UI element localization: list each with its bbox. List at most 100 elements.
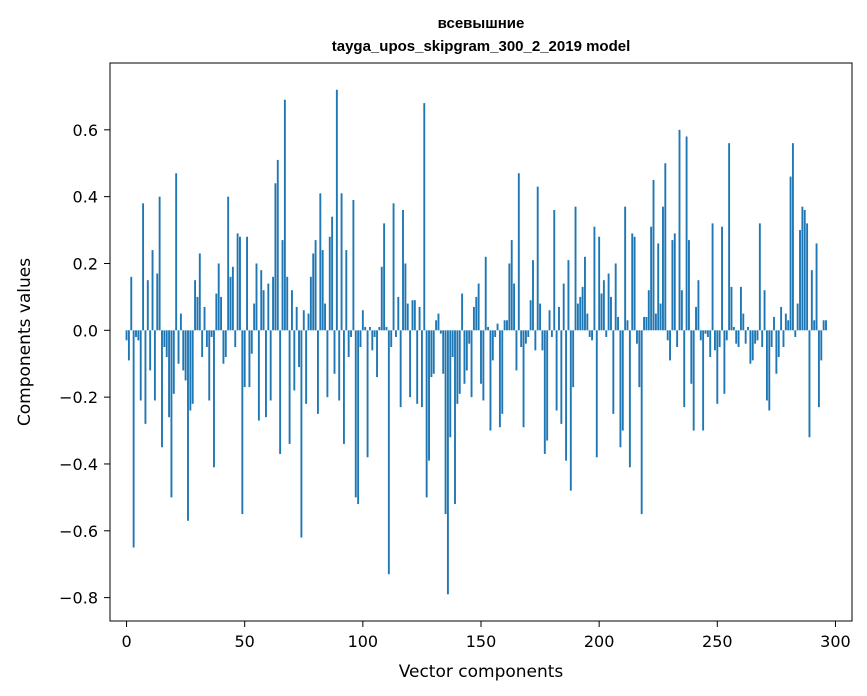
- bar: [470, 330, 473, 398]
- bar: [799, 230, 801, 331]
- bar: [338, 330, 341, 401]
- bar: [803, 210, 806, 331]
- bar: [602, 280, 605, 331]
- bar: [560, 330, 563, 424]
- x-tick-label: 250: [702, 632, 733, 651]
- bar: [413, 300, 416, 331]
- bar: [135, 330, 137, 337]
- bar: [343, 330, 345, 444]
- bar: [810, 270, 813, 331]
- bar: [406, 303, 409, 331]
- bar: [291, 290, 293, 331]
- bar: [350, 330, 352, 337]
- bar: [482, 330, 485, 401]
- bar: [246, 236, 248, 331]
- bar: [825, 320, 827, 331]
- bar: [309, 276, 312, 331]
- bar: [636, 330, 638, 344]
- bar: [624, 206, 627, 331]
- bar: [801, 206, 804, 331]
- bar: [662, 206, 664, 331]
- bar: [806, 223, 809, 331]
- bar: [586, 313, 589, 331]
- bar: [789, 176, 792, 331]
- bar: [588, 330, 591, 337]
- bar: [685, 136, 688, 331]
- bar: [638, 330, 641, 388]
- bar: [139, 330, 142, 401]
- bar: [536, 186, 539, 331]
- bar: [808, 330, 811, 438]
- bar: [475, 296, 478, 331]
- bar: [432, 330, 435, 374]
- bar: [643, 316, 645, 331]
- bar: [607, 273, 610, 331]
- bar: [345, 250, 348, 331]
- bar: [714, 330, 716, 351]
- bar: [224, 330, 227, 358]
- bar: [399, 330, 402, 408]
- bar: [213, 330, 215, 468]
- bar: [747, 326, 749, 331]
- bar: [506, 320, 508, 331]
- bar: [409, 330, 412, 398]
- bar: [529, 300, 532, 331]
- bar: [595, 330, 598, 458]
- bar: [151, 250, 154, 331]
- bar: [610, 296, 612, 331]
- bar: [463, 330, 466, 384]
- bar: [328, 236, 331, 331]
- bar: [761, 330, 764, 348]
- bar: [168, 330, 171, 418]
- bar: [163, 330, 166, 348]
- bar: [716, 330, 719, 404]
- bar: [742, 313, 745, 331]
- bar: [650, 226, 653, 331]
- bar: [768, 330, 771, 411]
- bar: [617, 316, 619, 331]
- bar: [172, 330, 175, 394]
- bar: [468, 330, 471, 344]
- bar: [130, 276, 133, 331]
- bar: [179, 313, 182, 331]
- bar: [439, 330, 442, 334]
- bar: [442, 330, 445, 374]
- bar: [480, 330, 482, 384]
- y-tick-label: −0.4: [59, 455, 98, 474]
- bar: [125, 330, 128, 341]
- bar: [354, 330, 357, 498]
- y-tick-label: −0.8: [59, 589, 98, 608]
- bar: [272, 276, 274, 331]
- bar: [666, 330, 669, 341]
- bar: [222, 330, 225, 364]
- bar: [234, 330, 237, 348]
- bar: [820, 330, 823, 361]
- x-tick-label: 300: [820, 632, 851, 651]
- bar: [815, 243, 818, 331]
- bar: [231, 266, 234, 331]
- bar: [484, 256, 487, 331]
- bar: [288, 330, 291, 444]
- bar: [156, 273, 159, 331]
- bar: [194, 280, 197, 331]
- bar: [402, 210, 404, 331]
- bar: [680, 290, 683, 331]
- bar: [279, 330, 282, 454]
- bar: [744, 330, 747, 344]
- bar: [758, 223, 761, 331]
- bar: [676, 330, 679, 348]
- bar: [534, 330, 537, 351]
- bar: [314, 240, 317, 331]
- bar: [142, 203, 145, 331]
- bar: [777, 330, 780, 358]
- bar: [721, 226, 723, 331]
- x-tick-label: 100: [348, 632, 379, 651]
- bar: [300, 330, 303, 538]
- y-axis-ticks: −0.8 −0.6 −0.4 −0.2 0.0 0.2 0.4 0.6: [59, 121, 110, 608]
- bar: [688, 240, 690, 331]
- bar: [558, 306, 560, 331]
- bar: [631, 233, 634, 331]
- bar: [527, 330, 530, 337]
- bar: [198, 253, 201, 331]
- bar: [619, 330, 622, 448]
